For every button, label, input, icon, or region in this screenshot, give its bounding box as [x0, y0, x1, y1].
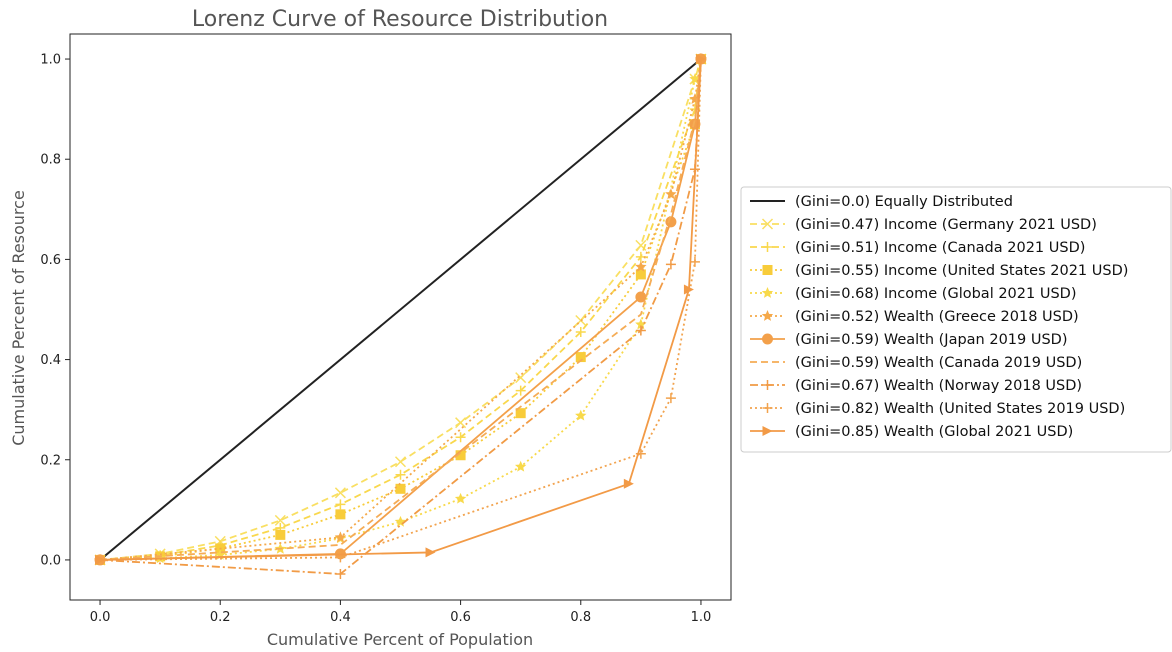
data-point-marker	[762, 426, 773, 436]
data-point-marker	[761, 287, 774, 298]
data-point-marker	[395, 469, 406, 480]
legend-entry: (Gini=0.82) Wealth (United States 2019 U…	[750, 401, 1125, 417]
data-point-marker	[575, 409, 587, 421]
legend-entry: (Gini=0.52) Wealth (Greece 2018 USD)	[750, 309, 1079, 325]
data-point-marker	[665, 188, 677, 200]
data-point-marker	[635, 318, 647, 330]
legend-label: (Gini=0.47) Income (Germany 2021 USD)	[795, 217, 1097, 233]
legend-entry: (Gini=0.59) Wealth (Japan 2019 USD)	[750, 332, 1068, 348]
x-tick-label: 0.2	[210, 610, 231, 625]
series-0	[99, 58, 702, 561]
legend-label: (Gini=0.85) Wealth (Global 2021 USD)	[795, 424, 1073, 440]
data-point-marker	[762, 265, 773, 275]
data-point-marker	[515, 408, 526, 419]
legend-box	[740, 186, 1172, 453]
data-point-marker	[454, 492, 467, 504]
data-point-marker	[455, 432, 466, 443]
data-point-marker	[683, 284, 694, 295]
legend-label: (Gini=0.51) Income (Canada 2021 USD)	[795, 240, 1085, 256]
data-point-marker	[515, 372, 527, 384]
legend-entry: (Gini=0.47) Income (Germany 2021 USD)	[750, 217, 1097, 233]
data-point-marker	[274, 514, 286, 526]
series-line	[99, 58, 702, 561]
legend-label: (Gini=0.82) Wealth (United States 2019 U…	[795, 401, 1125, 417]
data-point-marker	[665, 259, 676, 270]
x-tick-label: 0.4	[330, 610, 351, 625]
data-point-marker	[455, 417, 467, 429]
data-point-marker	[95, 554, 106, 565]
legend-entry: (Gini=0.55) Income (United States 2021 U…	[750, 263, 1128, 279]
data-point-marker	[425, 547, 436, 558]
data-point-marker	[635, 260, 647, 272]
data-point-marker	[335, 509, 346, 520]
data-point-marker	[335, 499, 346, 510]
data-point-marker	[514, 460, 527, 472]
legend-label: (Gini=0.59) Wealth (Canada 2019 USD)	[795, 355, 1082, 371]
data-point-marker	[395, 483, 406, 494]
legend-entry: (Gini=0.85) Wealth (Global 2021 USD)	[750, 424, 1073, 440]
legend-entry: (Gini=0.0) Equally Distributed	[750, 194, 1013, 210]
y-tick-label: 0.8	[40, 153, 61, 168]
data-point-marker	[689, 256, 700, 267]
data-point-marker	[335, 568, 346, 579]
legend-entry: (Gini=0.67) Wealth (Norway 2018 USD)	[750, 378, 1082, 394]
legend-entry: (Gini=0.68) Income (Global 2021 USD)	[750, 286, 1076, 302]
data-point-marker	[635, 269, 646, 280]
y-tick-label: 0.6	[40, 253, 61, 268]
legend-entry: (Gini=0.51) Income (Canada 2021 USD)	[750, 240, 1085, 256]
data-point-marker	[394, 456, 407, 468]
legend-label: (Gini=0.0) Equally Distributed	[795, 194, 1013, 210]
y-tick-label: 0.2	[40, 453, 61, 468]
legend-label: (Gini=0.68) Income (Global 2021 USD)	[795, 286, 1076, 302]
data-point-marker	[762, 333, 773, 345]
legend-entry: (Gini=0.59) Wealth (Canada 2019 USD)	[750, 355, 1082, 371]
legend-label: (Gini=0.52) Wealth (Greece 2018 USD)	[795, 309, 1079, 325]
data-point-marker	[665, 216, 677, 228]
x-tick-label: 0.6	[450, 610, 471, 625]
series-line	[99, 58, 702, 561]
data-point-marker	[762, 403, 773, 413]
data-point-marker	[761, 310, 774, 321]
data-point-marker	[762, 242, 773, 252]
data-point-marker	[665, 393, 676, 404]
data-point-marker	[334, 487, 346, 499]
y-axis-label: Cumulative Percent of Resource	[9, 190, 28, 446]
series-line	[99, 58, 702, 561]
data-point-marker	[455, 450, 466, 461]
data-point-marker	[575, 327, 586, 338]
series-7	[99, 58, 702, 561]
x-tick-label: 1.0	[691, 610, 712, 625]
series-line	[99, 58, 702, 561]
data-point-marker	[575, 352, 586, 363]
data-point-marker	[762, 380, 773, 390]
y-tick-label: 0.0	[40, 553, 61, 568]
series-line	[99, 58, 702, 561]
series-line	[100, 59, 702, 561]
x-tick-label: 0.8	[570, 610, 591, 625]
data-point-marker	[515, 385, 526, 396]
legend-label: (Gini=0.59) Wealth (Japan 2019 USD)	[795, 332, 1068, 348]
plot-frame	[69, 33, 732, 601]
data-point-marker	[623, 478, 634, 489]
legend-label: (Gini=0.67) Wealth (Norway 2018 USD)	[795, 378, 1082, 394]
data-point-marker	[275, 529, 286, 540]
series-8	[95, 54, 706, 579]
legend: (Gini=0.0) Equally Distributed (Gini=0.47…	[740, 186, 1172, 453]
series-10	[95, 54, 706, 565]
data-point-marker	[695, 54, 706, 65]
data-point-marker	[635, 291, 647, 303]
data-point-marker	[761, 218, 774, 230]
chart-title: Lorenz Curve of Resource Distribution	[192, 7, 608, 32]
data-point-marker	[635, 325, 646, 336]
data-point-marker	[334, 531, 347, 543]
y-tick-label: 1.0	[40, 53, 61, 68]
x-tick-label: 0.0	[90, 610, 111, 625]
x-axis-label: Cumulative Percent of Population	[267, 630, 533, 649]
y-tick-label: 0.4	[40, 353, 61, 368]
legend-label: (Gini=0.55) Income (United States 2021 U…	[795, 263, 1128, 279]
